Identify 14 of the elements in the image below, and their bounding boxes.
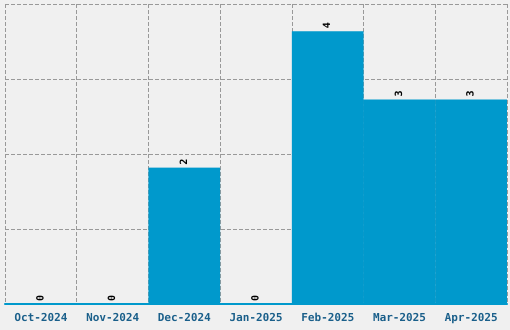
x-tick-label: Nov-2024 [86, 311, 140, 324]
x-tick-label: Feb-2025 [301, 311, 354, 324]
data-label: 3 [466, 90, 477, 96]
x-tick-label: Mar-2025 [372, 311, 426, 324]
x-tick-label: Apr-2025 [444, 311, 498, 324]
data-label: 0 [250, 294, 262, 301]
x-tick-label: Dec-2024 [158, 311, 212, 324]
data-label: 0 [107, 294, 118, 301]
data-label: 4 [322, 22, 334, 28]
x-tick-label: Jan-2025 [230, 311, 282, 324]
x-tick-label: Oct-2024 [14, 311, 68, 324]
data-label: 3 [394, 90, 405, 96]
data-label: 0 [35, 294, 46, 301]
data-label: 2 [178, 158, 190, 165]
